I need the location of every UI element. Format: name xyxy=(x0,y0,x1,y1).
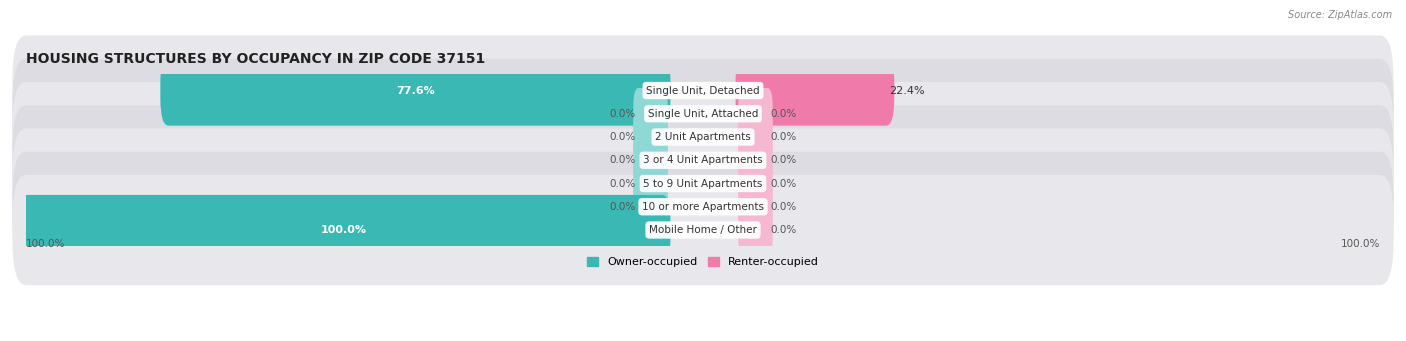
FancyBboxPatch shape xyxy=(13,59,1393,169)
Text: 0.0%: 0.0% xyxy=(770,225,797,235)
Text: 22.4%: 22.4% xyxy=(890,86,925,95)
FancyBboxPatch shape xyxy=(13,35,1393,146)
FancyBboxPatch shape xyxy=(13,129,1393,239)
FancyBboxPatch shape xyxy=(633,158,668,209)
FancyBboxPatch shape xyxy=(633,181,668,233)
FancyBboxPatch shape xyxy=(738,181,773,233)
FancyBboxPatch shape xyxy=(633,88,668,139)
FancyBboxPatch shape xyxy=(633,134,668,186)
Text: 100.0%: 100.0% xyxy=(1341,239,1381,249)
Text: 0.0%: 0.0% xyxy=(770,179,797,189)
Text: 0.0%: 0.0% xyxy=(609,155,636,165)
Text: HOUSING STRUCTURES BY OCCUPANCY IN ZIP CODE 37151: HOUSING STRUCTURES BY OCCUPANCY IN ZIP C… xyxy=(25,52,485,66)
Text: 3 or 4 Unit Apartments: 3 or 4 Unit Apartments xyxy=(643,155,763,165)
Text: 0.0%: 0.0% xyxy=(770,109,797,119)
FancyBboxPatch shape xyxy=(738,204,773,256)
Text: 0.0%: 0.0% xyxy=(609,109,636,119)
Text: 0.0%: 0.0% xyxy=(609,179,636,189)
Legend: Owner-occupied, Renter-occupied: Owner-occupied, Renter-occupied xyxy=(582,253,824,272)
Text: Mobile Home / Other: Mobile Home / Other xyxy=(650,225,756,235)
FancyBboxPatch shape xyxy=(738,111,773,163)
FancyBboxPatch shape xyxy=(633,111,668,163)
FancyBboxPatch shape xyxy=(13,105,1393,216)
FancyBboxPatch shape xyxy=(160,56,671,125)
FancyBboxPatch shape xyxy=(13,152,1393,262)
Text: 2 Unit Apartments: 2 Unit Apartments xyxy=(655,132,751,142)
FancyBboxPatch shape xyxy=(738,158,773,209)
FancyBboxPatch shape xyxy=(735,56,894,125)
Text: 0.0%: 0.0% xyxy=(609,202,636,212)
FancyBboxPatch shape xyxy=(738,88,773,139)
Text: 77.6%: 77.6% xyxy=(396,86,434,95)
Text: 10 or more Apartments: 10 or more Apartments xyxy=(643,202,763,212)
Text: 100.0%: 100.0% xyxy=(321,225,367,235)
Text: 0.0%: 0.0% xyxy=(770,155,797,165)
Text: 5 to 9 Unit Apartments: 5 to 9 Unit Apartments xyxy=(644,179,762,189)
Text: 0.0%: 0.0% xyxy=(609,132,636,142)
Text: 100.0%: 100.0% xyxy=(25,239,65,249)
FancyBboxPatch shape xyxy=(13,175,1393,285)
Text: Source: ZipAtlas.com: Source: ZipAtlas.com xyxy=(1288,10,1392,20)
Text: 0.0%: 0.0% xyxy=(770,202,797,212)
FancyBboxPatch shape xyxy=(738,134,773,186)
FancyBboxPatch shape xyxy=(13,82,1393,192)
Text: Single Unit, Detached: Single Unit, Detached xyxy=(647,86,759,95)
Text: 0.0%: 0.0% xyxy=(770,132,797,142)
FancyBboxPatch shape xyxy=(18,195,671,265)
Text: Single Unit, Attached: Single Unit, Attached xyxy=(648,109,758,119)
